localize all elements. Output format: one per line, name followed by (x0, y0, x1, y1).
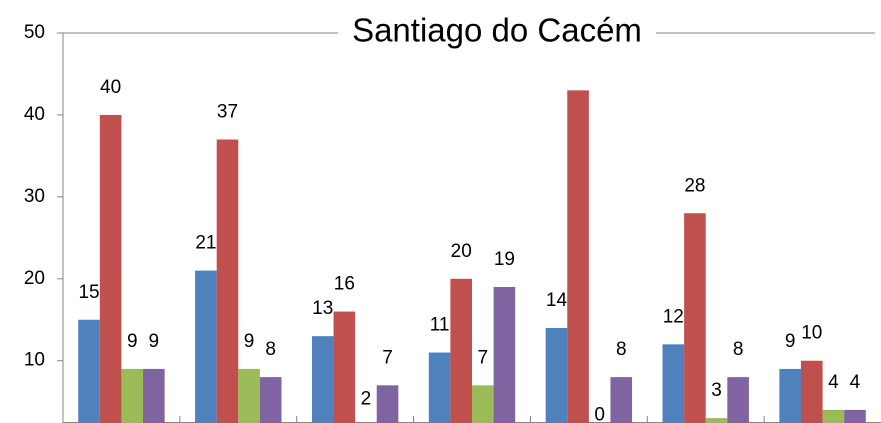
bar (727, 377, 749, 423)
value-label: 40 (100, 77, 121, 98)
bar (844, 409, 866, 423)
bar (259, 377, 282, 423)
value-label: 9 (127, 331, 138, 352)
bar (662, 344, 685, 423)
bar (567, 90, 589, 423)
value-label: 9 (149, 331, 160, 352)
bar (472, 385, 494, 423)
bar (684, 213, 706, 423)
y-tick-label: 50 (24, 22, 45, 43)
y-tick-label: 40 (24, 104, 45, 125)
value-label: 14 (546, 290, 568, 311)
value-label: 8 (265, 339, 276, 360)
bar (99, 114, 122, 423)
value-label: 37 (217, 102, 238, 123)
chart-title: Santiago do Cacém (352, 12, 642, 49)
y-tick-label: 10 (24, 350, 45, 371)
bar (545, 327, 568, 423)
value-label: 13 (312, 298, 333, 319)
value-label: 4 (850, 372, 861, 393)
bar (493, 286, 516, 423)
value-label: 8 (733, 339, 744, 360)
value-label: 8 (616, 339, 627, 360)
bar (450, 278, 472, 423)
value-label: 7 (382, 347, 393, 368)
y-tick-label: 20 (24, 268, 45, 289)
bar (195, 270, 217, 423)
value-label: 10 (801, 323, 822, 344)
value-label: 3 (711, 380, 722, 401)
bar (800, 360, 823, 423)
bar (705, 418, 728, 423)
value-label: 11 (430, 315, 450, 336)
bar (238, 368, 260, 423)
bar (143, 368, 165, 423)
bar (779, 368, 801, 423)
value-label: 4 (828, 372, 839, 393)
bar (333, 311, 356, 423)
bar (428, 352, 451, 423)
bar (311, 336, 334, 423)
y-tick-label: 30 (24, 186, 45, 207)
value-label: 19 (494, 249, 515, 270)
bar (376, 385, 399, 423)
value-label: 0 (594, 405, 605, 423)
bar (822, 409, 845, 423)
value-label: 20 (451, 241, 472, 262)
value-label: 15 (78, 282, 99, 303)
value-label: 9 (244, 331, 255, 352)
value-label: 28 (684, 175, 705, 196)
value-label: 21 (195, 233, 216, 254)
bar (121, 368, 144, 423)
value-label: 7 (478, 347, 489, 368)
bar (610, 377, 633, 423)
title-background (338, 11, 656, 55)
value-label: 16 (334, 274, 355, 295)
value-label: 12 (663, 306, 684, 327)
bar (216, 139, 239, 423)
bar (78, 319, 100, 423)
value-label: 9 (785, 331, 796, 352)
value-label: 2 (361, 388, 372, 409)
